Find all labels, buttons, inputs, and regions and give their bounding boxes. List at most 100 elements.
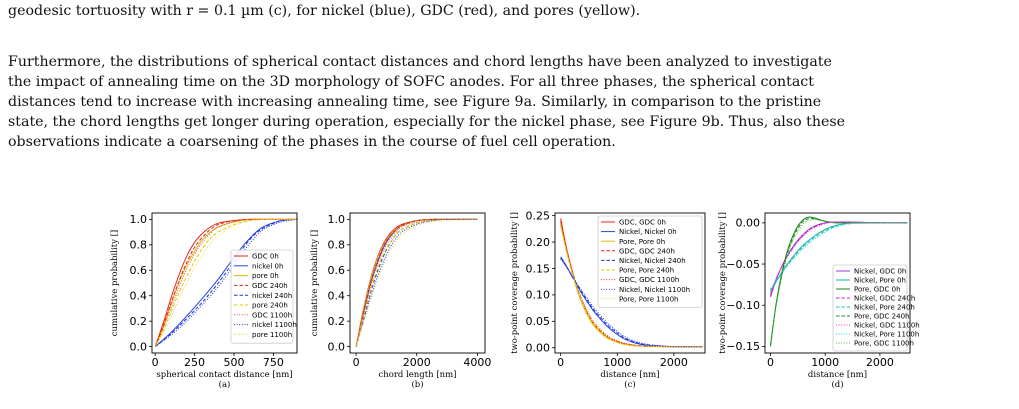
- series-line: [154, 218, 297, 348]
- body-paragraph: Furthermore, the distributions of spheri…: [8, 52, 1012, 152]
- legend-entry: Nickel, GDC 0h: [854, 268, 906, 276]
- series-line: [355, 218, 478, 347]
- y-tick-label: 0.00: [526, 342, 551, 355]
- series-line: [770, 222, 908, 290]
- series-line: [355, 218, 478, 347]
- y-tick-label: 0.6: [328, 264, 346, 277]
- plot-frame: [764, 212, 911, 354]
- legend-box: [832, 264, 908, 352]
- legend-entry: Nickel, GDC 1100h: [854, 322, 920, 330]
- series-line: [355, 218, 478, 347]
- legend-entry: Nickel, Nickel 1100h: [619, 286, 690, 294]
- paragraph-line: distances tend to increase with increasi…: [8, 94, 822, 110]
- legend-entry: Nickel, Pore 1100h: [854, 331, 919, 339]
- series-line: [560, 256, 703, 348]
- legend-entry: Pore, GDC 1100h: [854, 340, 914, 348]
- x-tick-label: 1000: [603, 356, 631, 369]
- y-tick-label: 1.0: [130, 213, 148, 226]
- y-axis-label: cumulative probability []: [110, 230, 120, 337]
- series-line: [770, 221, 908, 296]
- legend-entry: pore 240h: [252, 302, 288, 310]
- series-line: [355, 218, 478, 347]
- legend-entry: Nickel, Pore 240h: [854, 304, 915, 312]
- series-line: [560, 221, 703, 348]
- series-line: [355, 218, 478, 347]
- legend-entry: nickel 1100h: [252, 321, 297, 329]
- y-axis-label: cumulative probability []: [310, 230, 320, 337]
- y-tick-label: 0.2: [328, 315, 346, 328]
- x-axis-label: chord length [nm]: [379, 370, 457, 380]
- legend-entry: Nickel, Nickel 240h: [619, 257, 686, 265]
- y-tick-label: 1.0: [328, 213, 346, 226]
- y-tick-label: 0.00: [736, 217, 761, 230]
- panel-label: (d): [831, 379, 843, 390]
- legend-box: [597, 215, 703, 308]
- y-axis-label: two-point coverage probability []: [510, 212, 520, 354]
- legend-entry: pore 1100h: [252, 331, 292, 339]
- figure-9-panels: 0 250 500 750 0.0 0.2 0.4 0.6 0.8 1.0 spherical co…: [110, 209, 920, 390]
- legend-entry: Nickel, Nickel 0h: [619, 228, 677, 236]
- series-line: [770, 218, 908, 345]
- legend-entry: Pore, Pore 240h: [619, 267, 674, 275]
- plot-frame: [554, 212, 706, 354]
- y-tick-label: −0.15: [726, 340, 760, 353]
- figure-caption-tail: geodesic tortuosity with r = 0.1 µm (c),…: [8, 3, 641, 19]
- x-tick-label: 2000: [403, 356, 431, 369]
- x-tick-label: 0: [557, 356, 564, 369]
- paragraph-line: the impact of annealing time on the 3D m…: [8, 74, 814, 90]
- y-tick-label: 0.20: [526, 236, 551, 249]
- series-line: [560, 258, 703, 348]
- legend-entry: nickel 240h: [252, 292, 292, 300]
- paragraph-line: observations indicate a coarsening of th…: [8, 134, 616, 150]
- x-tick-label: 500: [223, 356, 244, 369]
- series-line: [154, 218, 297, 347]
- series-line: [355, 218, 478, 347]
- y-tick-label: 0.6: [130, 264, 148, 277]
- x-axis-label: distance [nm]: [600, 370, 659, 380]
- y-tick-label: 0.8: [328, 239, 346, 252]
- y-tick-label: 0.4: [130, 290, 148, 303]
- chart-panel-3: 0 1000 2000 0.00 0.05 0.10 0.15 0.20 0.25 distanc…: [510, 209, 706, 390]
- series-line: [560, 225, 703, 348]
- x-tick-label: 0: [152, 356, 159, 369]
- legend-entry: nickel 0h: [252, 262, 283, 270]
- legend-entry: GDC, GDC 240h: [619, 247, 675, 255]
- series-group: [770, 216, 908, 347]
- chart-panel-1: 0 250 500 750 0.0 0.2 0.4 0.6 0.8 1.0 spherical co…: [110, 212, 298, 390]
- legend-entry: GDC, GDC 0h: [619, 219, 666, 227]
- series-line: [355, 218, 478, 347]
- series-group: [560, 218, 703, 348]
- y-tick-label: 0.25: [526, 209, 551, 222]
- panel-label: (c): [624, 379, 635, 390]
- y-tick-label: −0.05: [726, 258, 760, 271]
- legend-entry: GDC, GDC 1100h: [619, 276, 679, 284]
- legend-entry: Nickel, GDC 240h: [854, 295, 915, 303]
- y-axis-label: two-point coverage probability []: [718, 212, 728, 354]
- legend-entry: Pore, GDC 0h: [854, 286, 901, 294]
- legend-entry: pore 0h: [252, 272, 279, 280]
- series-group: [355, 218, 478, 347]
- legend-entry: GDC 240h: [252, 282, 288, 290]
- y-tick-label: −0.10: [726, 299, 760, 312]
- panel-label: (b): [411, 379, 423, 390]
- y-tick-label: 0.15: [526, 262, 551, 275]
- y-tick-label: 0.0: [328, 340, 346, 353]
- series-line: [355, 218, 478, 347]
- legend-entry: Pore, GDC 240h: [854, 313, 909, 321]
- x-tick-label: 750: [263, 356, 284, 369]
- chart-panel-4: 0 1000 2000 −0.15 −0.10 −0.05 0.00 distance [nm…: [718, 212, 920, 390]
- x-tick-label: 0: [767, 356, 774, 369]
- legend-entry: GDC 0h: [252, 253, 279, 261]
- x-tick-label: 250: [184, 356, 205, 369]
- x-tick-label: 2000: [660, 356, 688, 369]
- x-axis-label: spherical contact distance [nm]: [156, 370, 292, 380]
- series-line: [355, 218, 478, 347]
- plot-frame: [349, 212, 486, 354]
- paragraph-line: Furthermore, the distributions of spheri…: [8, 54, 832, 70]
- y-tick-label: 0.10: [526, 289, 551, 302]
- legend-entry: Pore, Pore 0h: [619, 238, 665, 246]
- x-axis-label: distance [nm]: [808, 370, 867, 380]
- x-tick-label: 0: [353, 356, 360, 369]
- y-tick-label: 0.4: [328, 290, 346, 303]
- panel-label: (a): [219, 379, 231, 390]
